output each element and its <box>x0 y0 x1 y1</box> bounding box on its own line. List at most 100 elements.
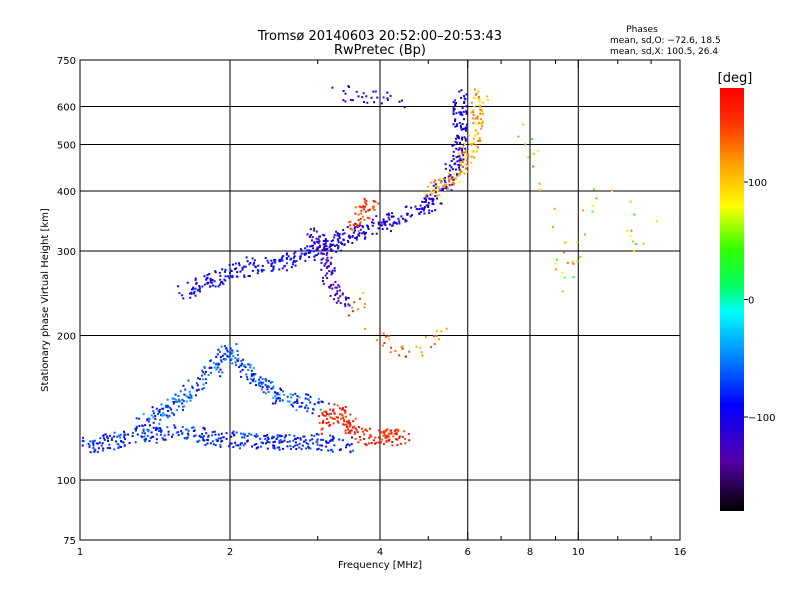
data-point <box>186 281 189 284</box>
data-point <box>320 252 323 255</box>
data-point <box>434 179 437 182</box>
data-point <box>279 397 281 400</box>
data-point <box>345 423 348 426</box>
data-point <box>134 441 137 444</box>
data-point <box>369 427 371 430</box>
data-point <box>346 422 349 425</box>
data-point <box>317 433 320 436</box>
data-point <box>215 368 218 371</box>
data-point <box>271 402 274 405</box>
data-point <box>352 420 355 423</box>
data-point <box>215 438 218 441</box>
data-point <box>292 401 295 404</box>
data-point <box>460 164 463 166</box>
data-point <box>81 444 84 447</box>
data-point <box>374 90 377 93</box>
data-point <box>404 220 407 223</box>
data-point <box>188 390 191 393</box>
data-point <box>274 440 276 443</box>
data-point <box>239 444 242 447</box>
data-point <box>303 440 305 443</box>
data-point <box>235 444 238 447</box>
data-point <box>331 269 334 272</box>
data-point <box>477 97 480 100</box>
data-point <box>466 159 469 162</box>
data-point <box>223 270 226 273</box>
data-point <box>629 235 632 238</box>
data-point <box>294 260 297 263</box>
data-point <box>655 220 658 223</box>
data-point <box>449 169 452 172</box>
data-point <box>220 360 223 363</box>
data-point <box>254 380 257 383</box>
data-point <box>219 278 222 281</box>
data-point <box>474 134 476 137</box>
data-point <box>119 436 122 439</box>
data-point <box>327 441 330 444</box>
data-point <box>309 401 312 404</box>
data-point <box>463 118 465 121</box>
data-point <box>347 431 350 434</box>
data-point <box>293 434 296 437</box>
data-point <box>316 448 319 451</box>
data-point <box>300 448 303 451</box>
data-point <box>333 269 336 272</box>
data-point <box>460 89 463 92</box>
data-point <box>219 375 222 378</box>
data-point <box>198 287 201 290</box>
data-point <box>305 252 308 255</box>
data-point <box>343 423 346 426</box>
data-point <box>378 429 381 432</box>
data-point <box>479 122 482 125</box>
data-point <box>347 303 350 306</box>
data-point <box>382 332 385 335</box>
data-point <box>143 435 146 438</box>
data-point <box>372 222 375 225</box>
data-point <box>162 411 164 414</box>
data-point <box>475 133 478 136</box>
data-point <box>460 161 462 163</box>
data-point <box>418 213 421 215</box>
data-point <box>213 430 216 433</box>
data-point <box>326 240 329 242</box>
data-point <box>162 438 165 441</box>
data-point <box>333 412 336 415</box>
data-point <box>308 249 310 252</box>
data-point <box>315 254 318 257</box>
data-point <box>144 424 147 427</box>
data-point <box>326 441 329 444</box>
data-point <box>474 117 477 120</box>
data-point <box>360 209 363 212</box>
data-point <box>335 286 338 289</box>
data-point <box>478 100 481 103</box>
data-point <box>315 230 318 233</box>
data-point <box>285 257 288 260</box>
data-point <box>394 349 397 352</box>
data-point <box>306 245 309 248</box>
data-point <box>463 102 466 104</box>
data-point <box>247 275 250 277</box>
y-tick-label: 750 <box>57 56 76 67</box>
data-point <box>191 288 193 291</box>
data-point <box>323 243 326 246</box>
data-point <box>432 188 435 191</box>
data-point <box>415 345 418 348</box>
data-point <box>348 429 351 432</box>
data-point <box>377 221 380 224</box>
data-point <box>425 199 427 201</box>
y-tick-label: 100 <box>57 476 76 487</box>
data-point <box>452 107 455 110</box>
data-point <box>113 448 116 451</box>
data-point <box>142 428 145 431</box>
data-point <box>447 187 449 190</box>
data-point <box>462 128 465 130</box>
data-point <box>249 363 252 366</box>
data-point <box>349 220 352 223</box>
data-point <box>185 400 188 403</box>
data-point <box>255 443 258 445</box>
data-point <box>454 99 457 102</box>
data-point <box>207 436 210 439</box>
data-point <box>241 267 244 270</box>
data-point <box>554 262 557 265</box>
data-point <box>88 444 91 447</box>
